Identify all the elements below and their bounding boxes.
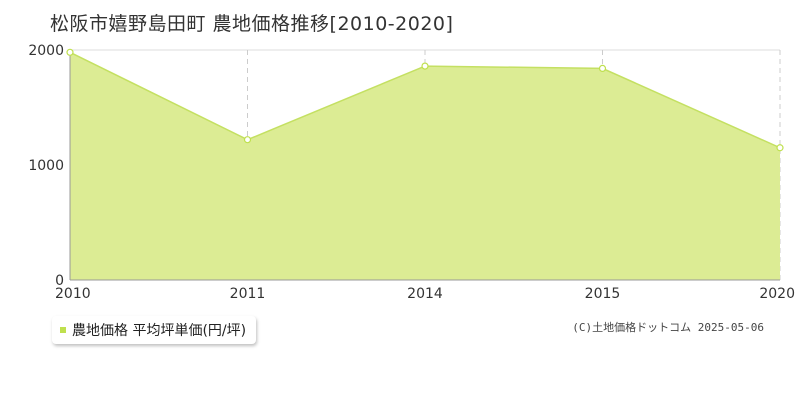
data-point bbox=[776, 144, 784, 152]
copyright-text: (C)土地価格ドットコム 2025-05-06 bbox=[572, 321, 764, 334]
data-point bbox=[243, 136, 252, 144]
y-tick-labels: 0 1000 2000 bbox=[28, 43, 64, 289]
legend-swatch bbox=[60, 327, 66, 333]
y-tick-label: 2000 bbox=[28, 43, 64, 59]
legend-label: 農地価格 平均坪単価(円/坪) bbox=[72, 323, 247, 339]
x-tick-label: 2010 bbox=[55, 286, 91, 302]
data-point bbox=[66, 48, 74, 56]
x-tick-labels: 2010 2011 2014 2015 2020 bbox=[55, 286, 795, 302]
y-tick-label: 0 bbox=[55, 273, 64, 289]
data-point bbox=[598, 64, 607, 73]
y-tick-label: 1000 bbox=[28, 158, 64, 174]
x-tick-label: 2015 bbox=[585, 286, 621, 302]
x-tick-label: 2014 bbox=[407, 286, 443, 302]
legend[interactable]: 農地価格 平均坪単価(円/坪) bbox=[52, 316, 257, 344]
x-tick-label: 2020 bbox=[759, 286, 795, 302]
data-points bbox=[66, 48, 784, 152]
x-tick-label: 2011 bbox=[230, 286, 266, 302]
series-area-fill bbox=[70, 52, 780, 280]
data-point bbox=[421, 62, 429, 70]
chart-title: 松阪市嬉野島田町 農地価格推移[2010-2020] bbox=[50, 13, 454, 35]
